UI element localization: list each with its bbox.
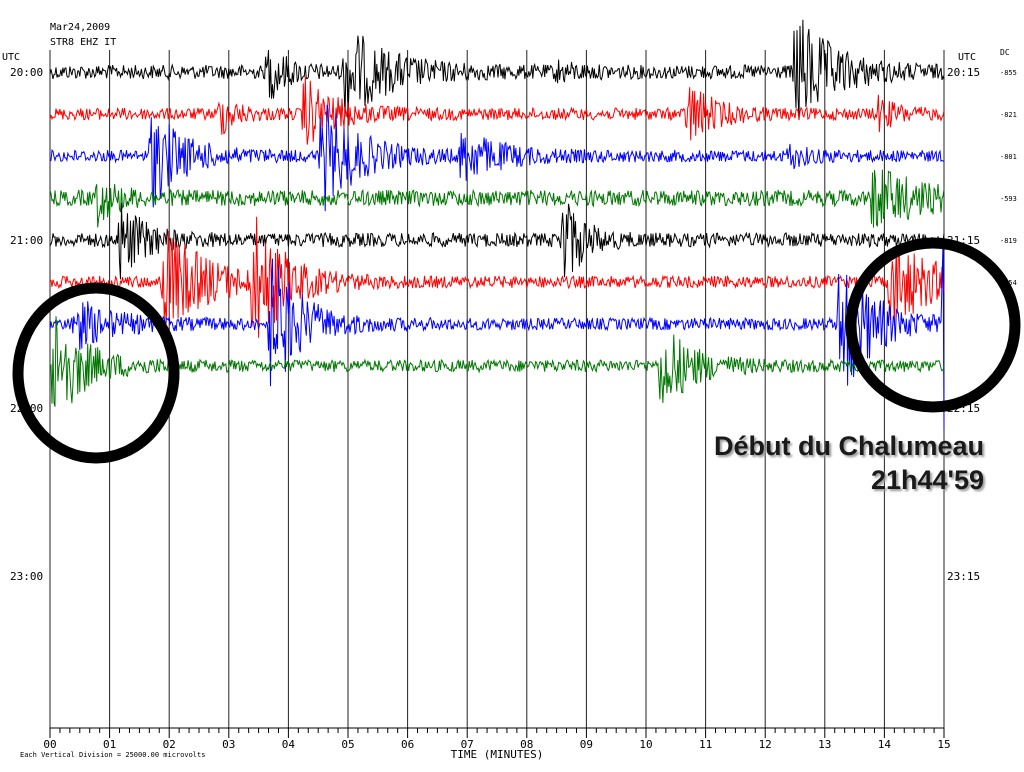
x-tick-label: 05 — [341, 738, 354, 751]
annotation-title: Début du Chalumeau — [713, 431, 984, 461]
x-tick-label: 10 — [639, 738, 652, 751]
x-tick-label: 09 — [580, 738, 593, 751]
x-tick-label: 03 — [222, 738, 235, 751]
trace-2115 — [49, 216, 945, 338]
row-time-left: 21:00 — [10, 234, 43, 247]
row-time-left: 20:00 — [10, 66, 43, 79]
dc-offset-label: -821 — [1000, 111, 1017, 119]
x-tick-label: 06 — [401, 738, 414, 751]
left-axis-title: UTC — [2, 52, 20, 63]
x-tick-label: 01 — [103, 738, 116, 751]
x-axis-label: TIME (MINUTES) — [451, 748, 544, 761]
row-time-left: 23:00 — [10, 570, 43, 583]
x-tick-label: 00 — [43, 738, 56, 751]
trace-2000 — [49, 19, 945, 121]
dc-offset-label: -855 — [1000, 69, 1017, 77]
x-tick-label: 13 — [818, 738, 831, 751]
highlight-circle-event — [845, 237, 1021, 413]
x-tick-label: 08 — [520, 738, 533, 751]
x-tick-label: 14 — [878, 738, 892, 751]
row-time-right: 20:15 — [947, 66, 980, 79]
dc-offset-label: -593 — [1000, 195, 1017, 203]
x-tick-label: 12 — [759, 738, 772, 751]
x-tick-label: 11 — [699, 738, 712, 751]
trace-2015 — [49, 76, 945, 145]
x-tick-label: 15 — [937, 738, 950, 751]
trace-2100 — [49, 202, 945, 280]
x-tick-label: 02 — [163, 738, 176, 751]
dc-offset-label: -801 — [1000, 153, 1017, 161]
station-code: STR8 EHZ IT — [50, 37, 116, 48]
highlight-circle-start — [12, 282, 180, 464]
x-tick-label: 04 — [282, 738, 296, 751]
scale-note: Each Vertical Division = 25000.00 microv… — [20, 751, 205, 759]
dc-offset-label: -819 — [1000, 237, 1017, 245]
trace-2130 — [49, 243, 945, 430]
right-axis-title: UTC — [958, 52, 976, 63]
dc-header: DC — [1000, 48, 1010, 57]
trace-2030 — [49, 104, 945, 212]
annotation-time: 21h44'59 — [870, 465, 984, 495]
trace-2145 — [49, 316, 945, 407]
recording-date: Mar24,2009 — [50, 22, 110, 33]
row-time-right: 23:15 — [947, 570, 980, 583]
x-tick-label: 07 — [461, 738, 474, 751]
trace-2045 — [49, 169, 945, 228]
